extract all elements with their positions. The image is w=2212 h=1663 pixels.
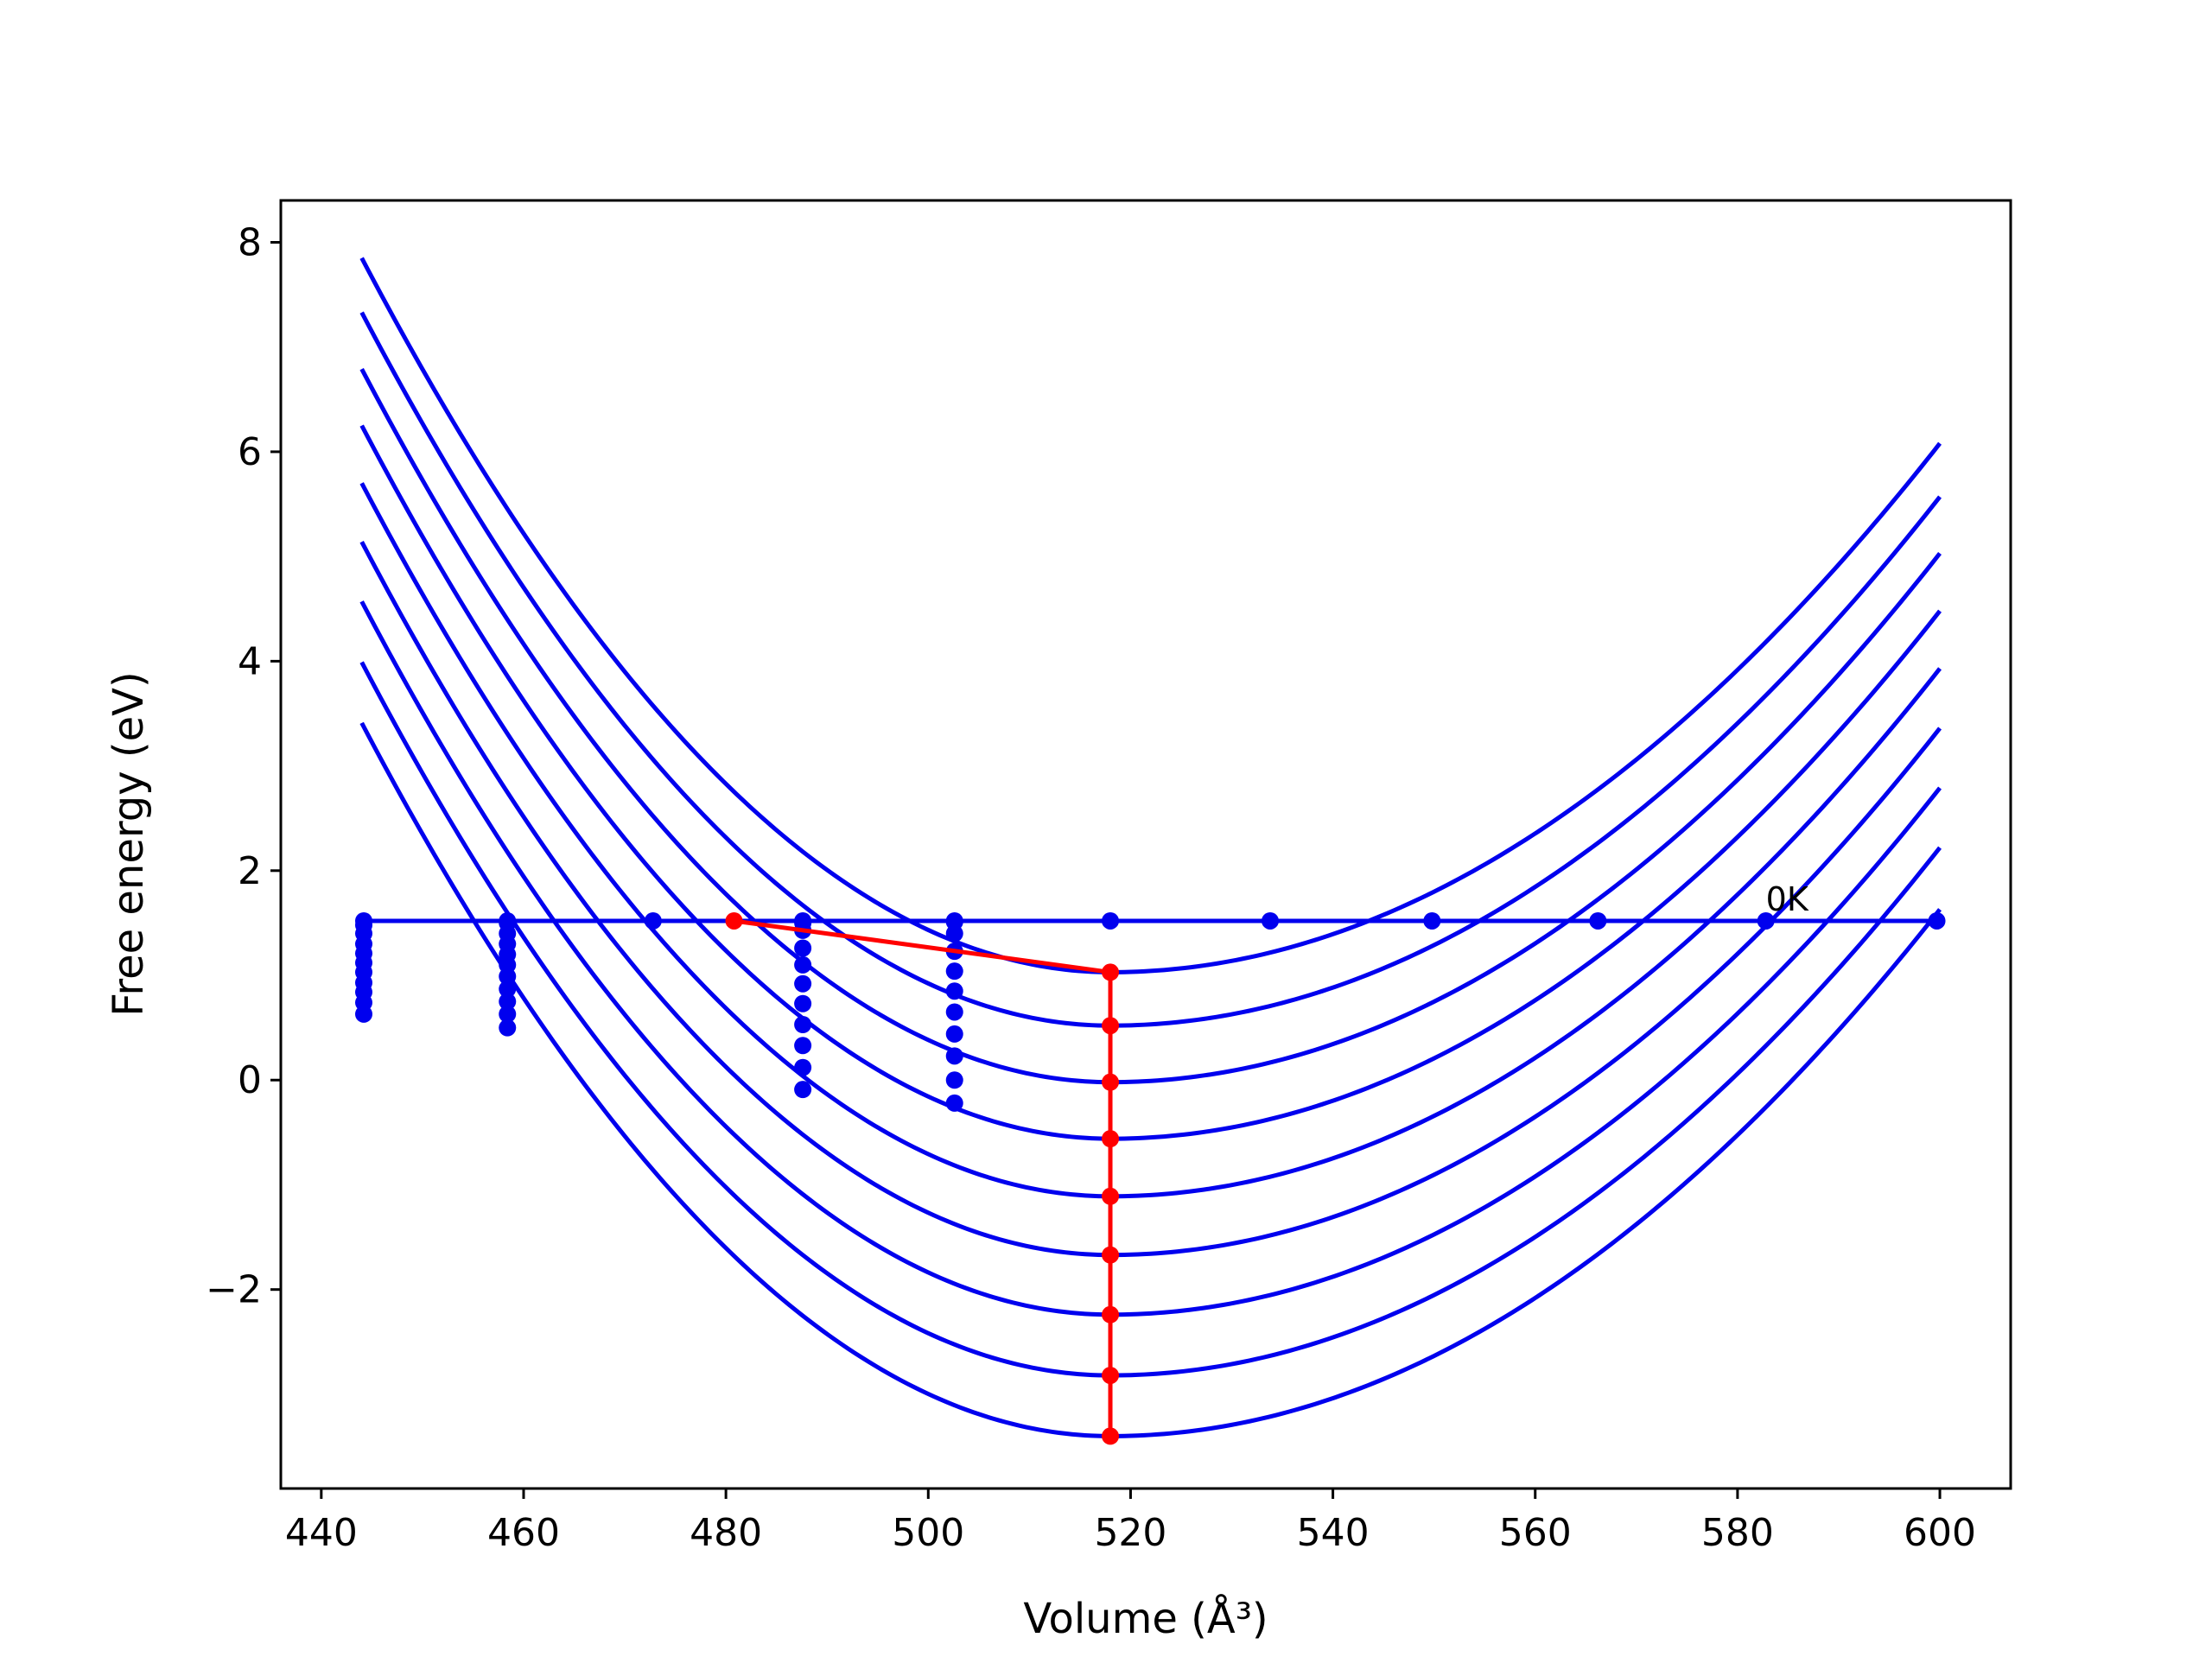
x-tick-label: 600 [1904,1511,1976,1555]
column-point [499,1005,517,1023]
y-tick-label: 6 [238,430,262,474]
y-ticks-layer: −2 0 2 4 6 8 [206,220,281,1312]
x-tick-label: 560 [1499,1511,1572,1555]
column-point [945,924,963,943]
column-point [794,955,812,974]
column-point [945,1094,963,1112]
x-tick-label: 480 [690,1511,762,1555]
annotation-label: 0K [1766,880,1809,918]
column-point [945,1003,963,1021]
minimum-path-point [1102,1427,1120,1445]
curves-layer [359,257,1942,1438]
energy-curve-4 [359,424,1942,1141]
energy-curve-1 [359,257,1942,974]
minimum-path-point [1102,1073,1120,1091]
energy-curve-3 [359,367,1942,1085]
horizontal-line-point [644,911,662,930]
column-point [794,974,812,993]
y-axis-label: Free energy (eV) [105,671,153,1016]
minimum-path-point [1102,1187,1120,1205]
column-point [945,1071,963,1089]
column-point [945,1025,963,1043]
minimum-path-line [734,918,1113,1437]
horizontal-line-point [1262,911,1280,930]
y-tick-label: 4 [238,639,262,683]
horizontal-line-point [1102,911,1120,930]
energy-curve-9 [359,721,1942,1438]
column-point [794,1081,812,1099]
energy-curve-6 [359,541,1942,1258]
column-point [794,994,812,1012]
energy-curve-7 [359,600,1942,1317]
points-layer [355,911,1946,1112]
column-point [794,939,812,957]
x-tick-label: 500 [892,1511,964,1555]
column-point [794,1015,812,1033]
column-point [794,1037,812,1055]
energy-curve-2 [359,311,1942,1028]
x-tick-label: 520 [1094,1511,1166,1555]
energy-curve-5 [359,482,1942,1199]
column-point [499,993,517,1011]
column-point [499,1019,517,1037]
minimum-path-point [1102,963,1120,981]
plot-frame [279,199,2012,1490]
minimum-path-point [1102,1246,1120,1264]
y-tick-label: 0 [238,1058,262,1102]
column-point [499,980,517,998]
x-tick-label: 460 [487,1511,560,1555]
energy-curve-8 [359,661,1942,1378]
column-point [945,982,963,1000]
minimum-path-point [1102,1367,1120,1385]
x-tick-label: 540 [1297,1511,1370,1555]
column-point [945,962,963,981]
horizontal-line-point [1423,911,1441,930]
minimum-path-point [1102,1130,1120,1148]
column-point [794,1058,812,1076]
minimum-path-point [725,911,743,930]
y-tick-label: 2 [238,849,262,893]
horizontal-line-point [1757,911,1775,930]
horizontal-line-point [1928,911,1946,930]
x-tick-label: 580 [1701,1511,1774,1555]
column-point [355,1005,373,1023]
red-path-layer [725,911,1120,1445]
minimum-path-point [1102,1305,1120,1323]
horizontal-line-point [1589,911,1607,930]
x-ticks-layer: 440 460 480 500 520 540 560 580 600 [285,1488,1976,1555]
minimum-path-point [1102,1017,1120,1035]
column-point [945,1047,963,1065]
x-tick-label: 440 [285,1511,358,1555]
y-tick-label: −2 [206,1268,262,1312]
column-point [499,968,517,986]
x-axis-label: Volume (Å³) [1023,1594,1268,1643]
annotation-layer: 0K [1766,880,1809,918]
y-tick-label: 8 [238,220,262,264]
